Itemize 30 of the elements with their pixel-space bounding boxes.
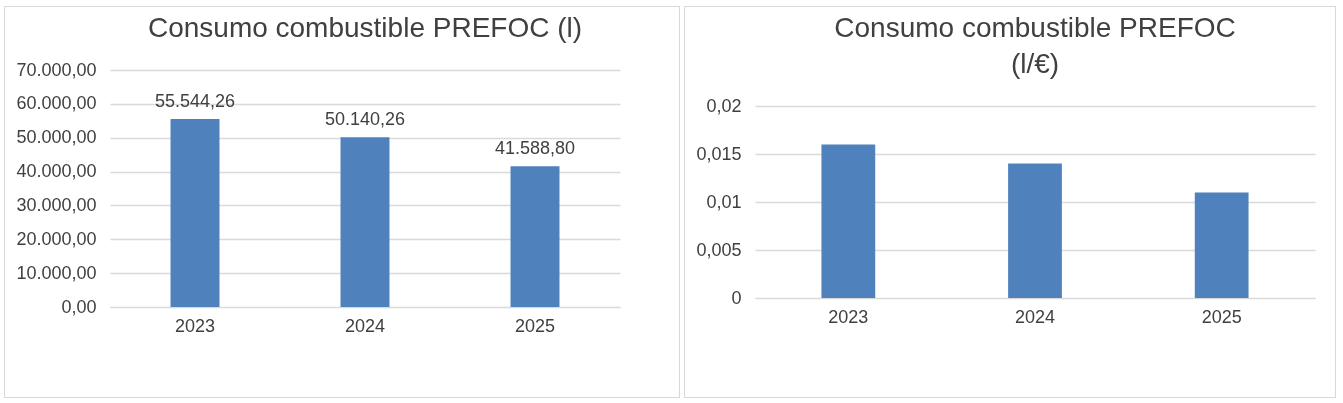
chart-title: Consumo combustible PREFOC (l/€) [834,12,1236,79]
y-tick-label: 40.000,00 [16,161,97,182]
data-label: 50.140,26 [324,109,406,130]
y-tick-label: 0,01 [706,191,742,212]
bar [340,137,390,307]
bar [1194,192,1249,298]
y-tick-label: 60.000,00 [16,93,97,114]
data-label: 55.544,26 [154,90,236,111]
y-tick-label: 0,015 [696,143,742,164]
x-tick-label: 2023 [174,315,216,336]
y-tick-label: 10.000,00 [16,262,97,283]
data-label: 41.588,80 [494,138,576,159]
y-tick-label: 20.000,00 [16,228,97,249]
y-tick-label: 0,02 [706,95,742,116]
y-tick-label: 70.000,00 [16,59,97,80]
x-tick-label: 2024 [344,315,386,336]
y-tick-label: 50.000,00 [16,127,97,148]
x-tick-label: 2023 [828,306,869,327]
chart-title: Consumo combustible PREFOC (l) [147,12,583,43]
bar [510,166,560,307]
x-tick-label: 2024 [1014,306,1056,327]
x-tick-label: 2025 [1201,306,1242,327]
y-tick-label: 0,00 [61,296,97,317]
bar [1008,163,1062,298]
y-tick-label: 30.000,00 [16,194,97,215]
x-tick-label: 2025 [514,315,556,336]
y-tick-label: 0,005 [696,239,742,260]
y-tick-label: 0 [731,287,742,308]
bar [170,118,220,307]
bar [821,144,876,298]
